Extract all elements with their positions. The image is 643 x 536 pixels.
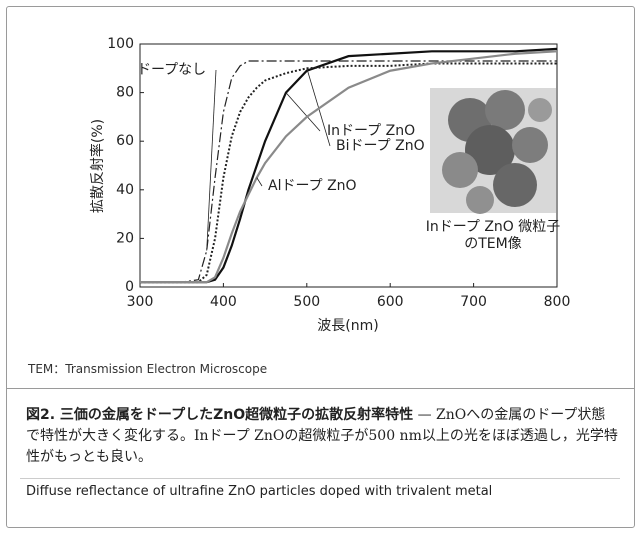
tem-image xyxy=(430,88,556,214)
series-label: Inドープ ZnO xyxy=(327,123,415,139)
x-tick-label: 500 xyxy=(293,294,320,310)
series-label: ドープなし xyxy=(137,62,206,78)
series-label: Biドープ ZnO xyxy=(336,138,425,154)
x-tick-label: 600 xyxy=(377,294,404,310)
callout-line xyxy=(257,178,262,186)
y-tick-label: 60 xyxy=(116,133,134,149)
separator xyxy=(6,388,635,389)
y-tick-label: 80 xyxy=(116,85,134,101)
separator xyxy=(20,478,620,479)
image-caption: のTEM像 xyxy=(464,236,521,252)
x-axis-label: 波長(nm) xyxy=(317,318,378,334)
x-tick-label: 700 xyxy=(460,294,487,310)
page: {"chart_data":{"type":"line","xlabel":"波… xyxy=(0,0,643,536)
y-tick-label: 20 xyxy=(116,230,134,246)
x-tick-label: 300 xyxy=(127,294,154,310)
y-axis-label: 拡散反射率(%) xyxy=(89,119,106,213)
footnote: TEM：Transmission Electron Microscope xyxy=(28,360,267,377)
image-caption: Inドープ ZnO 微粒子 xyxy=(426,219,561,235)
y-tick-label: 100 xyxy=(107,36,134,52)
callout-line xyxy=(307,68,330,146)
x-tick-label: 800 xyxy=(544,294,571,310)
caption: 図2. 三価の金属をドープしたZnO超微粒子の拡散反射率特性 — ZnOへの金属… xyxy=(26,405,618,468)
y-tick-label: 40 xyxy=(116,182,134,198)
series-label: Alドープ ZnO xyxy=(268,178,357,194)
caption-english: Diffuse reflectance of ultrafine ZnO par… xyxy=(26,484,492,499)
callout-line xyxy=(207,70,216,251)
y-tick-label: 0 xyxy=(125,279,134,295)
caption-title: 図2. 三価の金属をドープしたZnO超微粒子の拡散反射率特性 xyxy=(26,407,413,423)
chart: Inドープ ZnO 微粒子 のTEM像 波長(nm) 拡散反射率(%) 300 4… xyxy=(0,0,643,360)
x-tick-label: 400 xyxy=(210,294,237,310)
